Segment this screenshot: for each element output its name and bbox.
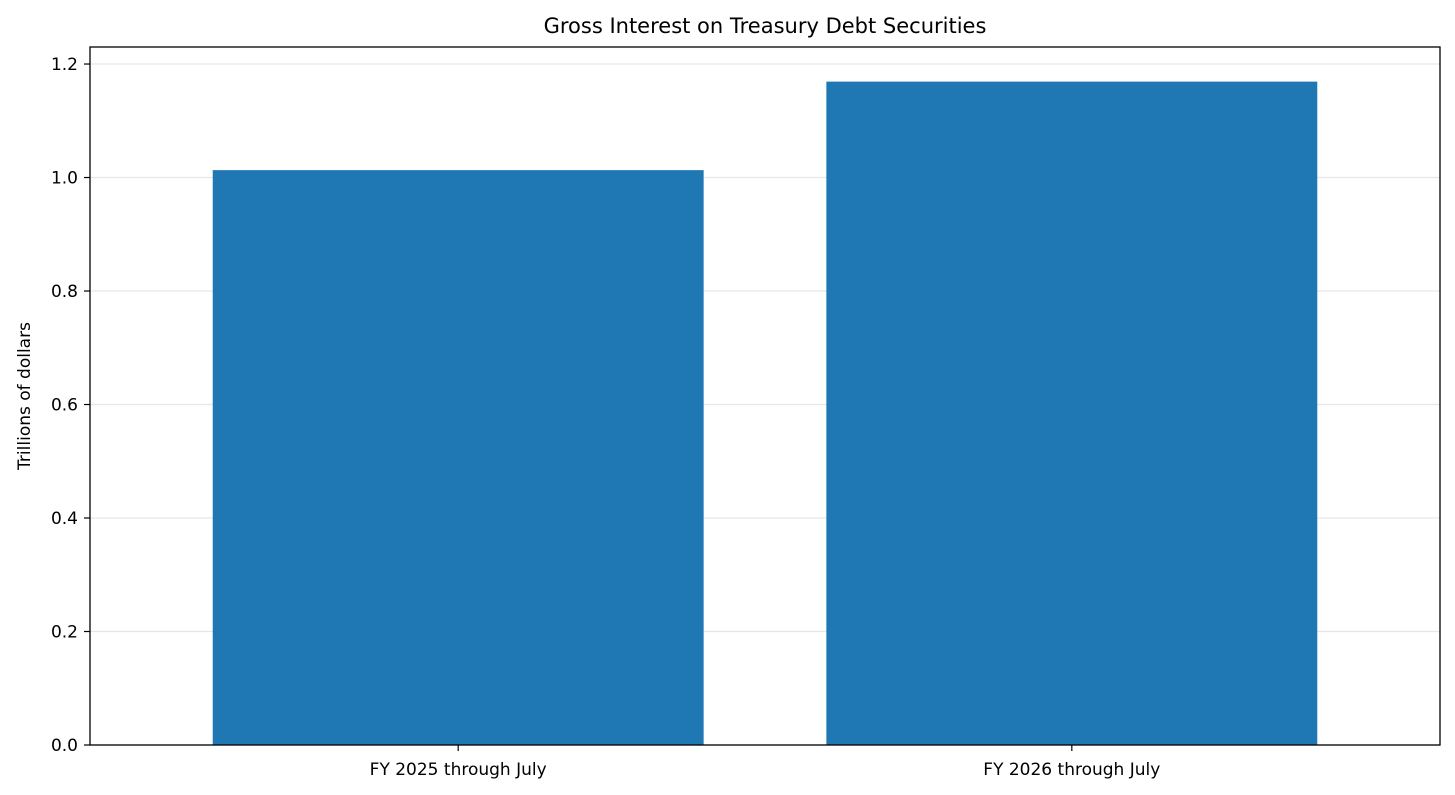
- y-tick-label: 1.2: [51, 55, 78, 75]
- y-tick-label: 0.6: [51, 396, 78, 416]
- bar: [212, 170, 704, 746]
- y-tick-label: 0.2: [51, 623, 78, 643]
- x-tick-label: FY 2025 through July: [370, 760, 547, 780]
- y-tick-label: 0.0: [51, 736, 78, 756]
- y-axis-label: Trillions of dollars: [15, 322, 35, 471]
- plot-frame: [89, 46, 1441, 746]
- y-tick-label: 0.8: [51, 282, 78, 302]
- x-tick-label: FY 2026 through July: [983, 760, 1160, 780]
- y-tick-label: 0.4: [51, 509, 78, 529]
- y-axis-ticks: 0.0 0.2 0.4 0.6 0.8 1.0 1.2: [51, 55, 90, 756]
- y-tick-label: 1.0: [51, 169, 78, 189]
- bar: [826, 81, 1318, 745]
- bars: [212, 81, 1318, 746]
- chart-title: Gross Interest on Treasury Debt Securiti…: [544, 14, 987, 38]
- x-axis-ticks: FY 2025 through July FY 2026 through July: [370, 745, 1160, 780]
